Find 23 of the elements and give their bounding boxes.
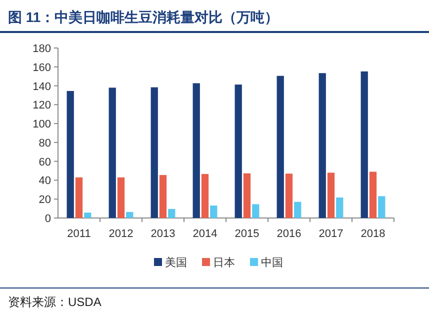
y-tick-label: 40: [38, 175, 51, 188]
x-tick-label: 2015: [234, 228, 260, 240]
text: 资料来源：USDA: [8, 295, 102, 309]
title: 图 11：中美日咖啡生豆消耗量对比（万吨）: [8, 9, 279, 25]
y-tick-label: 120: [32, 100, 51, 112]
x-tick-label: 2018: [360, 228, 386, 240]
y-tick-label: 60: [38, 156, 51, 168]
y-tick-label: 100: [32, 118, 51, 131]
y-tick-label: 20: [38, 194, 51, 206]
y-tick-label: 180: [32, 43, 51, 55]
legend-label: 美国: [165, 256, 187, 269]
x-tick-label: 2016: [276, 228, 302, 240]
x-tick-label: 2013: [150, 228, 176, 240]
y-tick-label: 0: [44, 213, 51, 225]
x-tick-label: 2017: [318, 228, 344, 240]
y-tick-label: 140: [32, 80, 51, 93]
y-tick-label: 160: [32, 62, 51, 74]
legend-label: 中国: [261, 256, 283, 269]
x-tick-label: 2012: [108, 228, 134, 240]
x-tick-label: 2011: [67, 228, 91, 240]
legend-label: 日本: [213, 256, 235, 269]
y-tick-label: 80: [38, 137, 51, 150]
x-tick-label: 2014: [192, 228, 218, 240]
